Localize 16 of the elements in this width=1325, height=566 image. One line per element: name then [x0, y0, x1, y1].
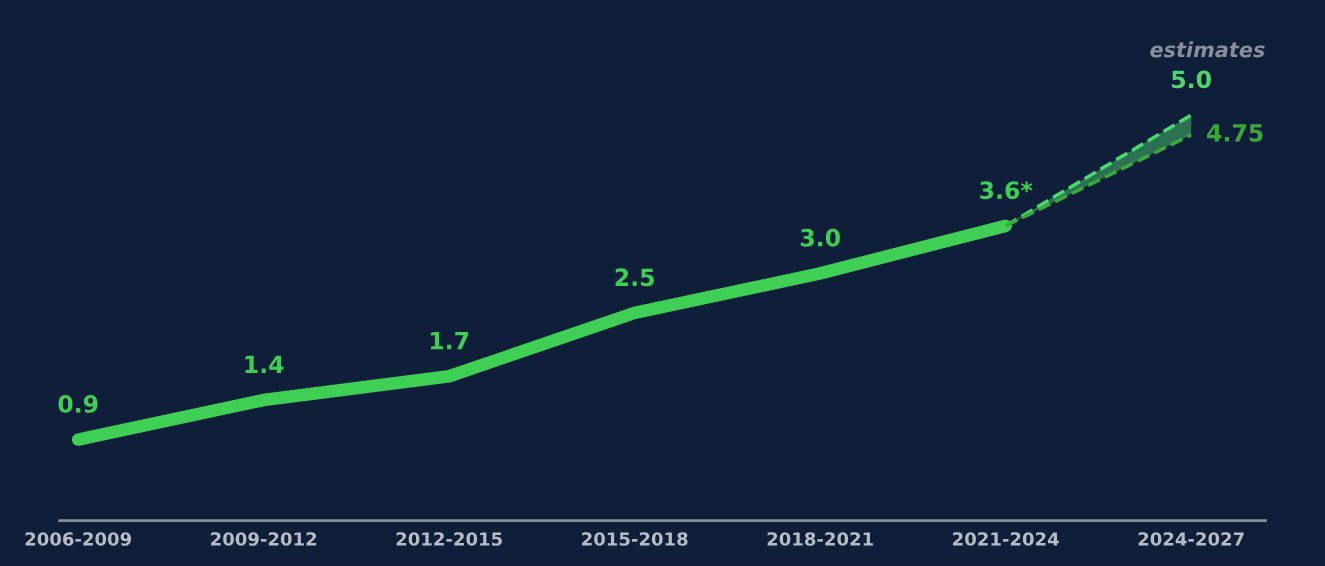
data-label: 1.4 [245, 355, 284, 373]
x-tick-label: 2024-2027 [1138, 532, 1244, 546]
data-label: 4.75 [1207, 124, 1263, 142]
x-tick-label: 2018-2021 [767, 532, 873, 546]
data-label: 1.7 [430, 331, 469, 350]
data-label: 3.0 [800, 228, 840, 247]
data-label: 5.0 [1172, 70, 1211, 89]
data-label: 0.9 [58, 395, 98, 413]
x-tick-label: 2021-2024 [953, 532, 1059, 546]
x-tick-label: 2009-2012 [211, 532, 317, 546]
x-tick-label: 2015-2018 [582, 532, 688, 546]
text: estimates [1150, 41, 1265, 58]
data-label: 3.6* [980, 181, 1033, 200]
x-tick-label: 2006-2009 [25, 532, 132, 546]
x-tick-label: 2012-2015 [396, 532, 502, 546]
data-label: 2.5 [615, 268, 654, 287]
